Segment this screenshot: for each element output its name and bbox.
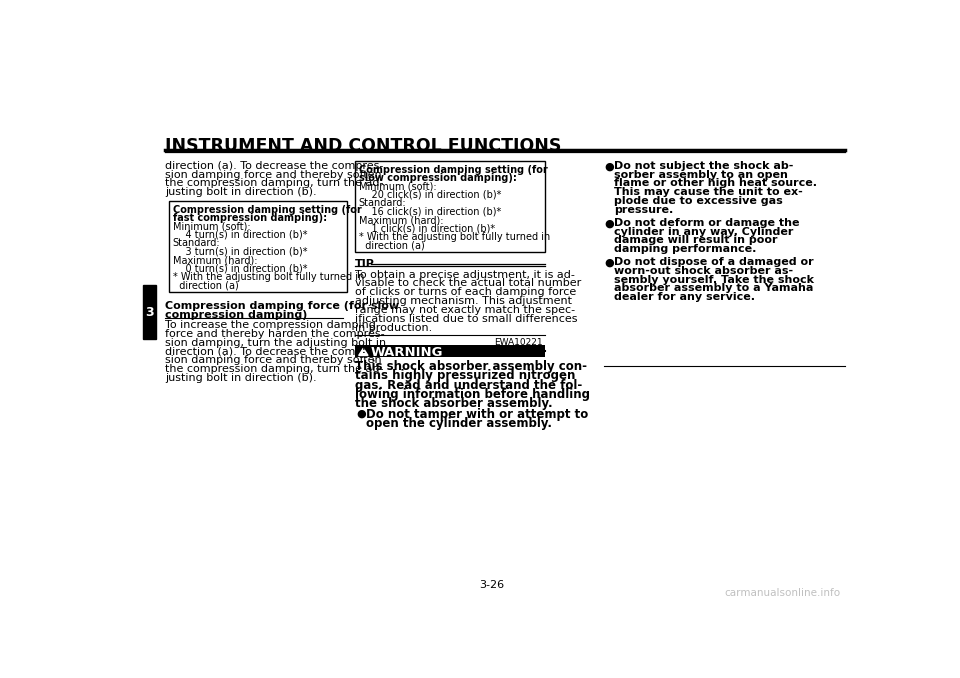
Text: 3 turn(s) in direction (b)*: 3 turn(s) in direction (b)* [173, 247, 307, 257]
Text: direction (a). To decrease the compres-: direction (a). To decrease the compres- [165, 346, 383, 357]
Text: * With the adjusting bolt fully turned in: * With the adjusting bolt fully turned i… [173, 273, 364, 282]
Text: 20 click(s) in direction (b)*: 20 click(s) in direction (b)* [359, 190, 501, 200]
Text: 16 click(s) in direction (b)*: 16 click(s) in direction (b)* [359, 207, 501, 217]
Text: the compression damping, turn the ad-: the compression damping, turn the ad- [165, 364, 383, 374]
Text: Do not tamper with or attempt to: Do not tamper with or attempt to [366, 408, 588, 421]
Text: sembly yourself. Take the shock: sembly yourself. Take the shock [614, 275, 814, 285]
Text: EWA10221: EWA10221 [493, 338, 542, 346]
Text: compression damping): compression damping) [165, 310, 307, 319]
Text: direction (a): direction (a) [359, 241, 424, 251]
Text: 4 turn(s) in direction (b)*: 4 turn(s) in direction (b)* [173, 230, 307, 240]
Text: Do not deform or damage the: Do not deform or damage the [614, 218, 800, 228]
Text: ●: ● [605, 218, 614, 228]
Text: 3-26: 3-26 [479, 580, 505, 591]
Text: slow compression damping):: slow compression damping): [359, 173, 516, 183]
Text: ●: ● [356, 409, 366, 418]
Text: fast compression damping):: fast compression damping): [173, 213, 326, 223]
Text: TIP: TIP [355, 259, 374, 269]
Text: !: ! [361, 346, 366, 355]
Text: Compression damping force (for slow: Compression damping force (for slow [165, 301, 399, 311]
Text: cylinder in any way. Cylinder: cylinder in any way. Cylinder [614, 226, 794, 237]
Text: This shock absorber assembly con-: This shock absorber assembly con- [355, 360, 587, 373]
Polygon shape [359, 348, 368, 355]
Bar [355, 346, 544, 357]
Text: plode due to excessive gas: plode due to excessive gas [614, 196, 783, 206]
Text: ●: ● [605, 161, 614, 172]
Text: Standard:: Standard: [173, 239, 221, 248]
Text: 1 click(s) in direction (b)*: 1 click(s) in direction (b)* [359, 224, 494, 234]
Text: sion damping force and thereby soften: sion damping force and thereby soften [165, 170, 381, 180]
Text: adjusting mechanism. This adjustment: adjusting mechanism. This adjustment [355, 296, 572, 306]
Bar [143, 285, 156, 339]
Text: sion damping, turn the adjusting bolt in: sion damping, turn the adjusting bolt in [165, 338, 386, 348]
Text: range may not exactly match the spec-: range may not exactly match the spec- [355, 305, 575, 315]
Text: of clicks or turns of each damping force: of clicks or turns of each damping force [355, 287, 576, 298]
Text: tains highly pressurized nitrogen: tains highly pressurized nitrogen [355, 370, 575, 382]
Text: justing bolt in direction (b).: justing bolt in direction (b). [165, 373, 317, 383]
Text: ifications listed due to small differences: ifications listed due to small differenc… [355, 314, 577, 324]
Text: open the cylinder assembly.: open the cylinder assembly. [366, 417, 552, 430]
Text: damage will result in poor: damage will result in poor [614, 235, 778, 245]
Text: the shock absorber assembly.: the shock absorber assembly. [355, 397, 552, 410]
Text: Minimum (soft):: Minimum (soft): [359, 182, 437, 191]
Text: sion damping force and thereby soften: sion damping force and thereby soften [165, 355, 381, 365]
Text: Maximum (hard):: Maximum (hard): [359, 216, 444, 225]
Text: dealer for any service.: dealer for any service. [614, 292, 756, 302]
Text: ●: ● [605, 258, 614, 268]
Text: 3: 3 [145, 306, 154, 319]
Text: Minimum (soft):: Minimum (soft): [173, 222, 251, 231]
Text: Compression damping setting (for: Compression damping setting (for [359, 165, 547, 174]
Text: lowing information before handling: lowing information before handling [355, 388, 589, 401]
Text: sorber assembly to an open: sorber assembly to an open [614, 170, 788, 180]
Text: pressure.: pressure. [614, 205, 674, 215]
Text: force and thereby harden the compres-: force and thereby harden the compres- [165, 329, 385, 339]
Text: visable to check the actual total number: visable to check the actual total number [355, 279, 581, 288]
Text: Do not subject the shock ab-: Do not subject the shock ab- [614, 161, 794, 171]
Text: carmanualsonline.info: carmanualsonline.info [725, 588, 841, 598]
Text: INSTRUMENT AND CONTROL FUNCTIONS: INSTRUMENT AND CONTROL FUNCTIONS [165, 137, 562, 155]
Text: direction (a): direction (a) [173, 281, 238, 291]
Text: absorber assembly to a Yamaha: absorber assembly to a Yamaha [614, 283, 814, 294]
Text: WARNING: WARNING [371, 346, 443, 359]
Text: Compression damping setting (for: Compression damping setting (for [173, 205, 362, 214]
Text: Maximum (hard):: Maximum (hard): [173, 256, 257, 265]
Text: This may cause the unit to ex-: This may cause the unit to ex- [614, 187, 804, 197]
Text: flame or other high heat source.: flame or other high heat source. [614, 178, 818, 188]
Text: damping performance.: damping performance. [614, 244, 756, 254]
Text: Standard:: Standard: [359, 199, 406, 208]
Text: 0 turn(s) in direction (b)*: 0 turn(s) in direction (b)* [173, 264, 307, 274]
Text: the compression damping, turn the ad-: the compression damping, turn the ad- [165, 178, 383, 188]
Text: direction (a). To decrease the compres-: direction (a). To decrease the compres- [165, 161, 383, 171]
Text: Do not dispose of a damaged or: Do not dispose of a damaged or [614, 257, 814, 267]
Bar [169, 201, 348, 292]
Text: gas. Read and understand the fol-: gas. Read and understand the fol- [355, 378, 582, 392]
Text: To increase the compression damping: To increase the compression damping [165, 320, 375, 330]
Text: worn-out shock absorber as-: worn-out shock absorber as- [614, 266, 794, 276]
Text: in production.: in production. [355, 323, 432, 333]
Text: To obtain a precise adjustment, it is ad-: To obtain a precise adjustment, it is ad… [355, 270, 575, 279]
Text: * With the adjusting bolt fully turned in: * With the adjusting bolt fully turned i… [359, 233, 550, 242]
Text: justing bolt in direction (b).: justing bolt in direction (b). [165, 187, 317, 197]
Bar [355, 161, 544, 252]
